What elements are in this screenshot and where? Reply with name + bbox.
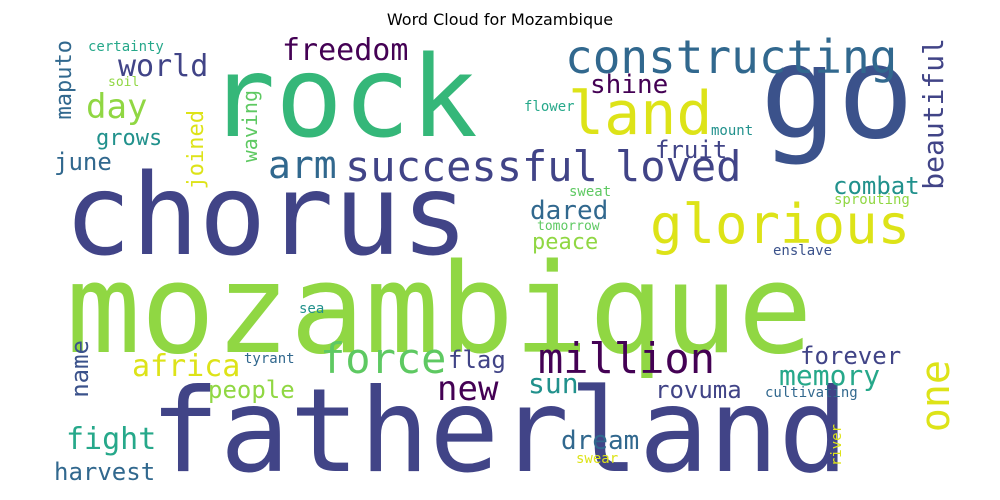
cloud-word-tyrant: tyrant: [244, 351, 295, 367]
cloud-word-mount: mount: [711, 123, 754, 139]
cloud-word-africa: africa: [132, 349, 241, 384]
chart-title: Word Cloud for Mozambique: [386, 10, 614, 29]
cloud-word-land: land: [568, 79, 713, 149]
cloud-word-sea: sea: [299, 301, 325, 317]
cloud-word-constructing: constructing: [565, 30, 898, 84]
cloud-word-june: june: [54, 148, 112, 176]
cloud-word-chorus: chorus: [64, 151, 469, 281]
cloud-word-dared: dared: [530, 196, 609, 226]
cloud-word-day: day: [86, 87, 148, 127]
cloud-word-memory: memory: [779, 359, 881, 392]
cloud-word-sweat: sweat: [569, 184, 612, 200]
cloud-word-one: one: [913, 360, 959, 433]
cloud-word-beautiful: beautiful: [917, 38, 950, 190]
cloud-word-enslave: enslave: [773, 243, 833, 259]
cloud-word-soil: soil: [108, 75, 140, 90]
cloud-word-new: new: [437, 369, 499, 409]
cloud-word-tomorrow: tomorrow: [537, 219, 600, 234]
cloud-word-dream: dream: [561, 426, 640, 456]
cloud-word-combat: combat: [833, 172, 920, 200]
cloud-word-harvest: harvest: [54, 458, 156, 486]
cloud-word-fatherland: fatherland: [150, 364, 849, 499]
cloud-word-world: world: [118, 49, 209, 84]
cloud-word-arm: arm: [268, 143, 337, 187]
cloud-word-fight: fight: [66, 422, 157, 457]
cloud-word-freedom: freedom: [282, 33, 409, 68]
cloud-word-rovuma: rovuma: [655, 376, 742, 404]
cloud-word-certainty: certainty: [88, 39, 164, 55]
cloud-word-forever: forever: [800, 342, 902, 370]
cloud-word-peace: peace: [532, 230, 599, 255]
cloud-word-cultivating: cultivating: [765, 385, 858, 401]
cloud-word-loved: loved: [615, 142, 742, 191]
cloud-word-joined: joined: [184, 110, 209, 190]
cloud-word-go: go: [760, 19, 915, 168]
cloud-word-shine: shine: [590, 70, 669, 100]
cloud-word-glorious: glorious: [650, 193, 911, 256]
cloud-word-successful: successful: [345, 142, 598, 191]
cloud-word-grows: grows: [96, 126, 163, 151]
cloud-word-people: people: [208, 376, 295, 404]
cloud-word-river: river: [829, 424, 845, 467]
cloud-word-million: million: [538, 334, 716, 383]
cloud-word-sun: sun: [528, 367, 579, 400]
cloud-word-name: name: [66, 340, 94, 398]
cloud-word-swear: swear: [576, 451, 619, 467]
cloud-word-flower: flower: [524, 99, 575, 115]
cloud-word-maputo: maputo: [52, 40, 77, 120]
cloud-word-flag: flag: [448, 346, 506, 374]
cloud-word-force: force: [320, 334, 447, 383]
cloud-word-rock: rock: [208, 33, 478, 163]
cloud-word-mozambique: mozambique: [66, 238, 813, 382]
cloud-word-sprouting: sprouting: [834, 192, 910, 208]
cloud-word-waving: waving: [238, 90, 262, 163]
cloud-word-fruit: fruit: [655, 136, 728, 164]
